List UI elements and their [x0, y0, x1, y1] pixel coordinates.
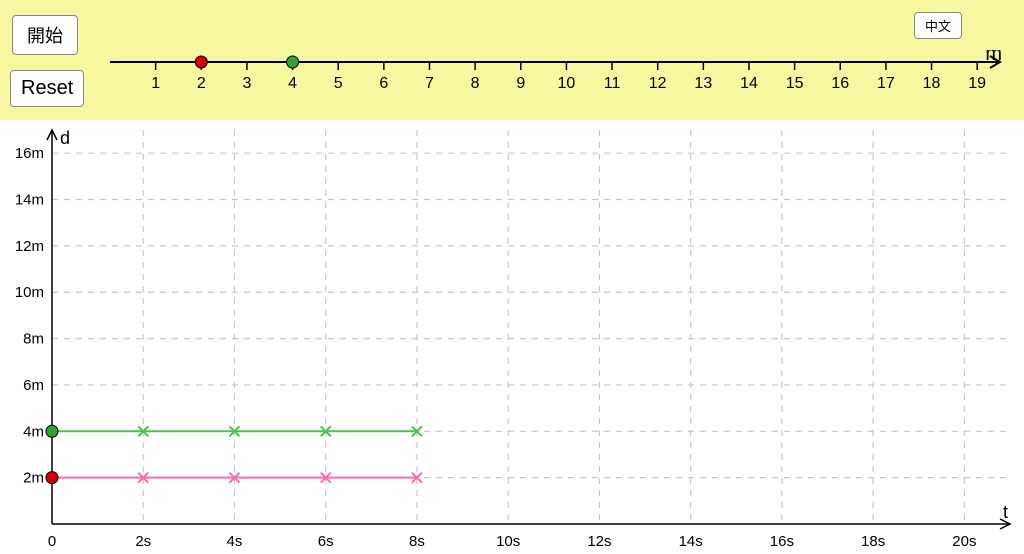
y-tick-label: 16m [15, 145, 44, 162]
x-axis-label: t [1003, 502, 1008, 522]
numberline-tick-label: 13 [694, 75, 712, 92]
numberline-tick-label: 17 [877, 75, 895, 92]
y-tick-label: 10m [15, 284, 44, 301]
y-tick-label: 14m [15, 192, 44, 209]
y-axis-label: d [60, 128, 70, 148]
language-button[interactable]: 中文 [914, 12, 962, 39]
x-tick-label: 0 [48, 533, 56, 550]
y-tick-label: 2m [23, 470, 44, 487]
x-tick-label: 16s [770, 533, 794, 550]
numberline-tick-label: 6 [379, 75, 388, 92]
numberline-tick-label: 18 [923, 75, 941, 92]
y-tick-label: 4m [23, 423, 44, 440]
x-tick-label: 18s [861, 533, 885, 550]
control-panel: 開始 Reset 中文 1234567891011121314151617181… [0, 0, 1024, 120]
numberline-tick-label: 7 [425, 75, 434, 92]
numberline-tick-label: 5 [334, 75, 343, 92]
numberline-tick-label: 15 [786, 75, 804, 92]
numberline-point[interactable] [195, 56, 207, 68]
numberline-point[interactable] [287, 56, 299, 68]
position-numberline: 12345678910111213141516171819m [110, 50, 1014, 90]
numberline-tick-label: 12 [649, 75, 667, 92]
x-tick-label: 14s [679, 533, 703, 550]
x-tick-label: 20s [952, 533, 976, 550]
numberline-tick-label: 2 [197, 75, 206, 92]
numberline-tick-label: 4 [288, 75, 297, 92]
numberline-tick-label: 16 [831, 75, 849, 92]
reset-button[interactable]: Reset [10, 70, 84, 107]
y-tick-label: 8m [23, 331, 44, 348]
numberline-axis-label: m [985, 50, 1002, 65]
x-tick-label: 6s [318, 533, 334, 550]
numberline-tick-label: 14 [740, 75, 758, 92]
series-start-dot-green[interactable] [46, 425, 58, 437]
x-tick-label: 10s [496, 533, 520, 550]
start-button[interactable]: 開始 [12, 15, 78, 55]
x-tick-label: 4s [227, 533, 243, 550]
numberline-tick-label: 8 [471, 75, 480, 92]
distance-time-chart: 2m 4m 6m 8m 10m 12m 14m 16m 0 2s 4s 6s 8s 10s 12s 14s 16… [0, 120, 1024, 554]
x-tick-label: 8s [409, 533, 425, 550]
numberline-tick-label: 1 [151, 75, 160, 92]
y-tick-label: 6m [23, 377, 44, 394]
series-start-dot-red[interactable] [46, 472, 58, 484]
x-tick-label: 2s [135, 533, 151, 550]
numberline-tick-label: 3 [242, 75, 251, 92]
numberline-tick-label: 11 [604, 75, 621, 92]
y-tick-label: 12m [15, 238, 44, 255]
x-tick-label: 12s [587, 533, 611, 550]
numberline-tick-label: 9 [516, 75, 525, 92]
numberline-tick-label: 10 [558, 75, 576, 92]
numberline-tick-label: 19 [968, 75, 986, 92]
